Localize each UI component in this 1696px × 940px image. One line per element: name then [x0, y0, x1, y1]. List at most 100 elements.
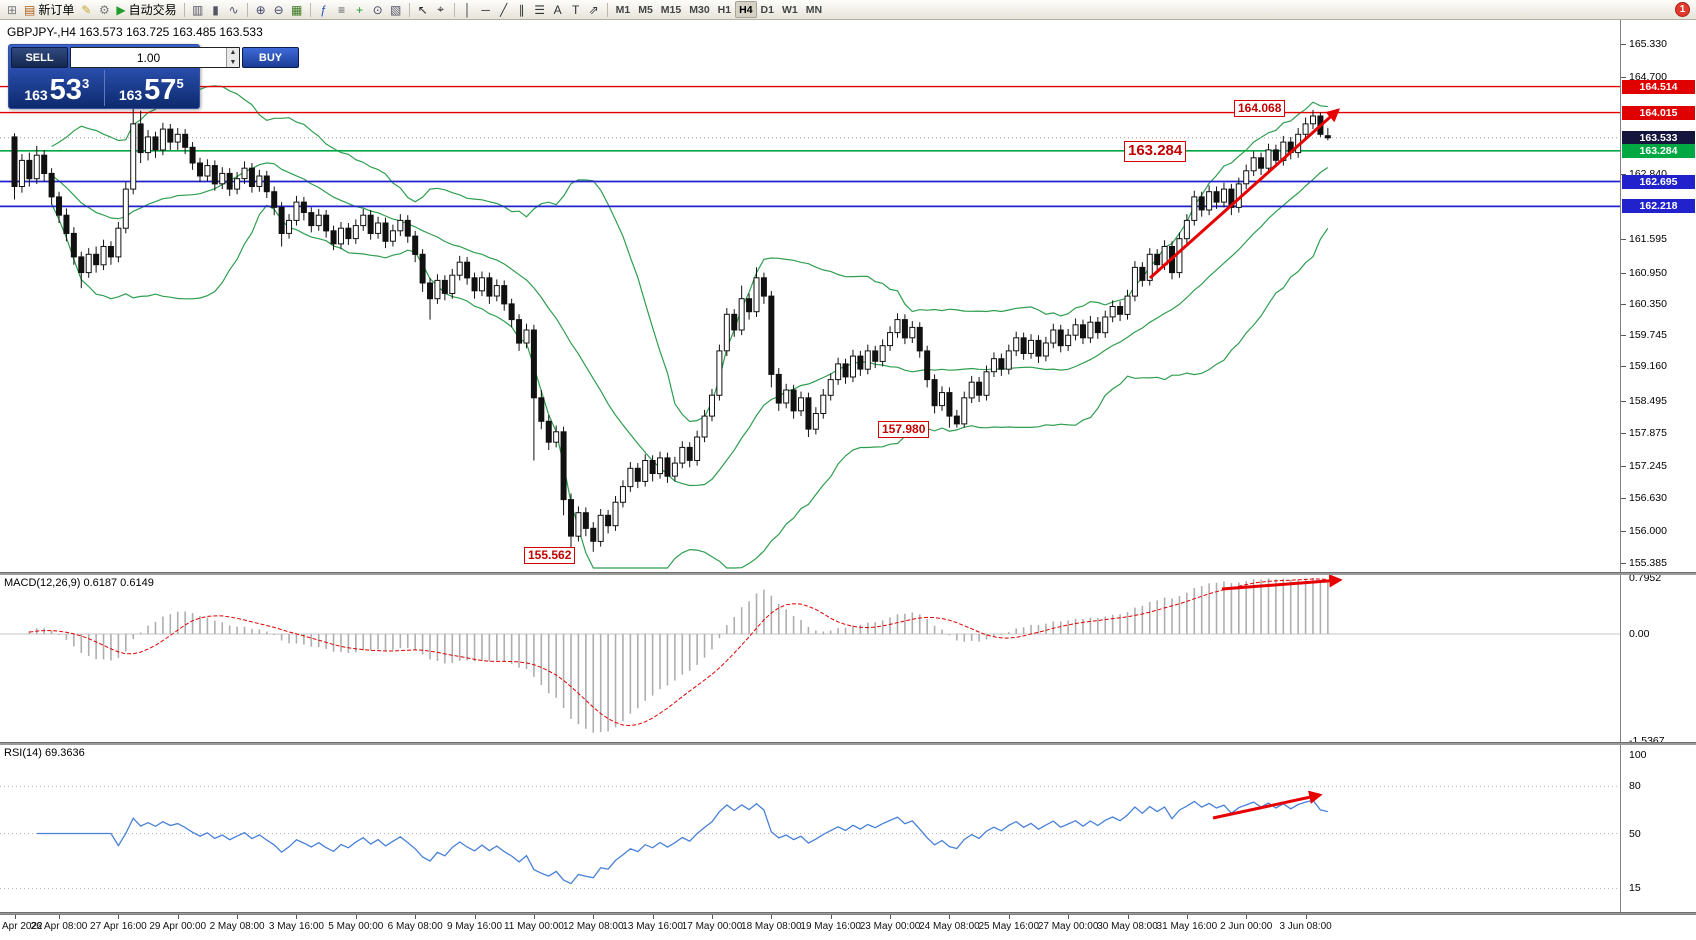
templates-button[interactable]: ▧: [387, 1, 405, 19]
timeframe-d1-button[interactable]: D1: [757, 1, 778, 18]
volume-input[interactable]: [71, 48, 226, 67]
timeframe-h4-button[interactable]: H4: [735, 1, 757, 18]
bid-price[interactable]: 163 53 3: [11, 70, 103, 106]
time-axis-label: 11 May 00:00: [503, 921, 564, 932]
toolbar-separator: [606, 2, 608, 17]
symbol-ohlc-info: GBPJPY-,H4 163.573 163.725 163.485 163.5…: [7, 25, 263, 39]
ask-pip: 5: [176, 76, 184, 91]
volume-down-button[interactable]: ▼: [227, 57, 239, 67]
pane-separator[interactable]: [0, 742, 1696, 745]
bollinger-upper-band: [51, 85, 1328, 423]
time-tick-mark: [118, 915, 120, 919]
bar-chart-button[interactable]: ▥: [189, 1, 207, 19]
price-tick-mark: [1621, 173, 1626, 175]
zoom-in-icon: ⊕: [255, 2, 266, 17]
time-axis-label: 24 May 08:00: [919, 921, 980, 932]
price-callout: 164.068: [1234, 100, 1286, 117]
timeframe-m15-button[interactable]: M15: [657, 1, 685, 18]
price-tick: 161.595: [1629, 232, 1667, 245]
indicators-button[interactable]: ƒ: [315, 1, 333, 19]
price-tick-mark: [1621, 400, 1626, 402]
vertical-line-icon: │: [463, 2, 472, 17]
timeframe-m30-button[interactable]: M30: [685, 1, 713, 18]
arrows-tool-button[interactable]: ⇗: [585, 1, 603, 19]
text-label-icon: T: [571, 2, 580, 17]
zoom-out-icon: ⊖: [273, 2, 284, 17]
options-button[interactable]: ⚙: [95, 1, 113, 19]
indicator-list-button[interactable]: ≡: [333, 1, 351, 19]
volume-up-button[interactable]: ▲: [227, 48, 239, 58]
buy-button[interactable]: BUY: [242, 47, 299, 68]
timeframe-m5-button[interactable]: M5: [634, 1, 657, 18]
price-callout: 157.980: [878, 421, 930, 438]
text-label-button[interactable]: T: [567, 1, 585, 19]
horizontal-line-button[interactable]: ─: [477, 1, 495, 19]
text-button[interactable]: A: [549, 1, 567, 19]
ask-main: 163: [118, 86, 143, 103]
new-chart-button[interactable]: ⊞: [3, 1, 21, 19]
equidistant-channel-button[interactable]: ∥: [513, 1, 531, 19]
add-object-button[interactable]: +: [351, 1, 369, 19]
trendline-button[interactable]: ╱: [495, 1, 513, 19]
bar-chart-icon: ▥: [191, 2, 204, 17]
time-axis-label: 29 Apr 00:00: [149, 921, 207, 932]
volume-spinner: ▲ ▼: [226, 48, 239, 67]
zoom-out-button[interactable]: ⊖: [270, 1, 288, 19]
price-tick-mark: [1621, 498, 1626, 500]
auto-trading-button[interactable]: ▶ 自动交易: [113, 1, 179, 19]
timeframe-m1-button[interactable]: M1: [612, 1, 635, 18]
timeframe-w1-button[interactable]: W1: [778, 1, 802, 18]
fibonacci-icon: ☰: [534, 2, 545, 17]
new-order-button[interactable]: ▤ 新订单: [21, 1, 77, 19]
price-tick: 158.495: [1629, 394, 1667, 407]
candlestick-chart-icon: ▮: [212, 2, 219, 17]
time-tick-mark: [177, 915, 179, 919]
time-axis-label: 2 May 08:00: [209, 921, 265, 932]
volume-box: ▲ ▼: [70, 47, 240, 68]
time-axis-label: 17 May 00:00: [681, 921, 743, 932]
time-tick-mark: [14, 915, 16, 919]
crosshair-button[interactable]: ⌖: [432, 1, 450, 19]
time-tick-mark: [1305, 915, 1307, 919]
candlestick-chart-button[interactable]: ▮: [207, 1, 225, 19]
bollinger-lower-band: [51, 203, 1329, 569]
templates-icon: ▧: [389, 2, 402, 17]
auto-trading-icon: ▶: [116, 2, 126, 17]
metaeditor-icon: ✎: [81, 2, 92, 17]
rsi-axis-label: 100: [1629, 749, 1647, 761]
vertical-line-button[interactable]: │: [459, 1, 477, 19]
time-tick-mark: [59, 915, 61, 919]
price-tick: 159.160: [1629, 360, 1667, 372]
price-line-label: 163.533: [1622, 130, 1695, 145]
rsi-indicator: [0, 785, 1620, 889]
time-tick-mark: [593, 915, 595, 919]
notification-badge-icon[interactable]: 1: [1675, 2, 1690, 17]
macd-axis-label: 0.00: [1629, 628, 1650, 640]
line-chart-button[interactable]: ∿: [225, 1, 243, 19]
time-tick-mark: [533, 915, 535, 919]
time-axis[interactable]: Apr 2022 26 Apr 08:00 27 Apr 16:00 29 Apr 0…: [0, 914, 1696, 940]
time-axis-label: 18 May 08:00: [741, 921, 802, 932]
pane-separator[interactable]: [0, 572, 1696, 575]
ask-price[interactable]: 163 57 5: [106, 70, 198, 106]
tile-windows-button[interactable]: ▦: [288, 1, 306, 19]
horizontal-lines: [0, 85, 1620, 208]
time-axis-label: Apr 2022: [2, 921, 43, 932]
cursor-button[interactable]: ↖: [414, 1, 432, 19]
zoom-in-button[interactable]: ⊕: [252, 1, 270, 19]
period-clock-button[interactable]: ⊙: [369, 1, 387, 19]
time-tick-mark: [1246, 915, 1248, 919]
timeframe-mn-button[interactable]: MN: [802, 1, 826, 18]
price-line-label: 164.514: [1622, 79, 1695, 94]
price-line-label: 163.284: [1622, 143, 1695, 158]
price-axis[interactable]: 165.330164.700162.840161.595160.950160.3…: [1620, 20, 1696, 914]
sell-button[interactable]: SELL: [11, 47, 68, 68]
new-order-icon: ▤: [24, 2, 36, 17]
time-axis-label: 27 May 00:00: [1037, 921, 1099, 932]
fibonacci-button[interactable]: ☰: [531, 1, 549, 19]
metaeditor-button[interactable]: ✎: [77, 1, 95, 19]
time-axis-label: 23 May 00:00: [859, 921, 921, 932]
timeframe-h1-button[interactable]: H1: [714, 1, 735, 18]
pane-separator[interactable]: [0, 912, 1696, 914]
